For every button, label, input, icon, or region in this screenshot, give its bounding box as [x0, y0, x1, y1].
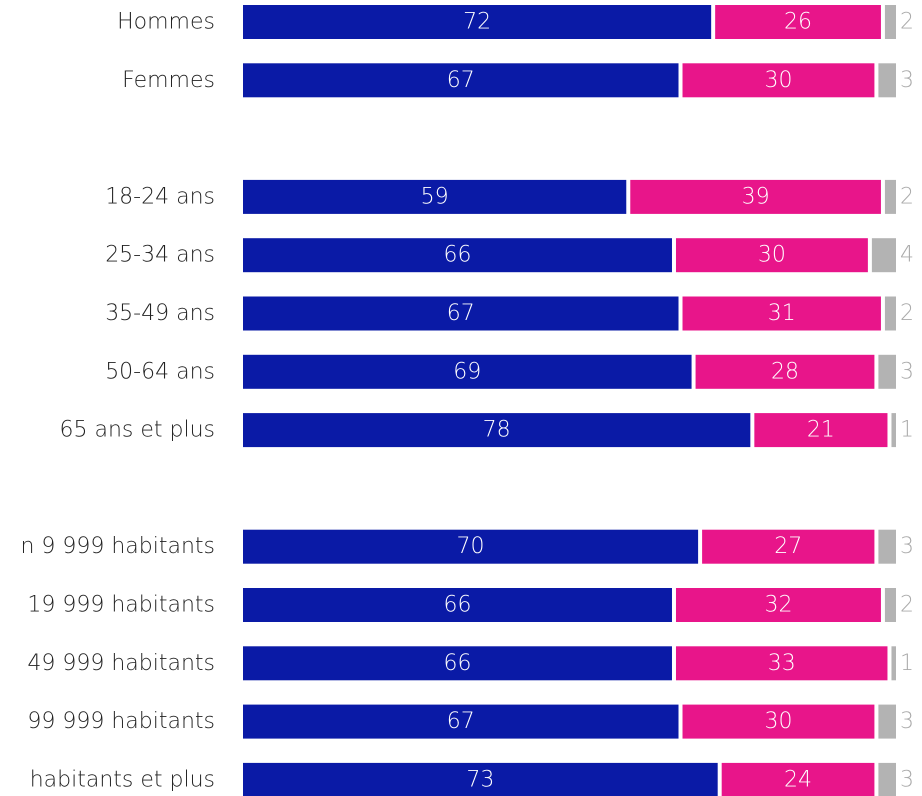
category-label: 49 999 habitants [27, 651, 215, 676]
value-label: 69 [453, 359, 481, 384]
bar-segment [243, 179, 627, 214]
value-label: 78 [483, 418, 511, 443]
value-label: 2 [900, 184, 914, 209]
category-label: 18-24 ans [105, 184, 215, 209]
value-label: 2 [900, 301, 914, 326]
value-label: 26 [784, 10, 812, 35]
value-label: 21 [807, 418, 835, 443]
bar-segment [878, 529, 896, 564]
bar-segment [675, 646, 888, 681]
bar-segment [243, 762, 718, 796]
bar-segment [243, 63, 679, 98]
bar-segment [243, 588, 672, 622]
value-label: 30 [758, 243, 786, 268]
bar-segment [243, 354, 692, 389]
bar-segment [871, 238, 896, 273]
bar-segment [878, 762, 896, 796]
category-label: 65 ans et plus [59, 418, 215, 443]
value-label: 1 [900, 651, 914, 676]
value-label: 2 [900, 593, 914, 618]
value-label: 66 [443, 243, 471, 268]
bar-segment [682, 296, 881, 331]
category-label: 99 999 habitants [27, 709, 215, 734]
value-label: 70 [457, 534, 485, 559]
category-label: habitants et plus [30, 767, 215, 792]
bar-segment [878, 704, 896, 739]
value-label: 3 [900, 359, 914, 384]
bar-segment [675, 588, 881, 622]
bar-segment [884, 588, 896, 622]
bar-segment [884, 296, 896, 331]
bar-segment [702, 529, 875, 564]
value-label: 28 [771, 359, 799, 384]
bar-segment [243, 296, 679, 331]
value-label: 30 [764, 68, 792, 93]
category-label: Hommes [117, 10, 215, 35]
value-label: 27 [774, 534, 802, 559]
bar-segment [884, 5, 896, 39]
category-label: 25-34 ans [105, 243, 215, 268]
value-label: 32 [764, 593, 792, 618]
bar-segment [682, 704, 875, 739]
bar-segment [243, 413, 751, 448]
value-label: 3 [900, 767, 914, 792]
value-label: 3 [900, 709, 914, 734]
bar-segment [891, 646, 896, 681]
bar-segment [675, 238, 868, 273]
bar-segment [243, 5, 712, 39]
bar-segment [243, 238, 672, 273]
value-label: 24 [784, 767, 812, 792]
value-label: 3 [900, 68, 914, 93]
bar-segment [243, 529, 699, 564]
bar-segment [878, 63, 896, 98]
category-label: 50-64 ans [105, 359, 215, 384]
value-label: 72 [463, 10, 491, 35]
bar-segment [630, 179, 881, 214]
value-label: 73 [466, 767, 494, 792]
value-label: 67 [447, 301, 475, 326]
category-label: Femmes [122, 68, 215, 93]
value-label: 2 [900, 10, 914, 35]
value-label: 67 [447, 709, 475, 734]
bar-segment [682, 63, 875, 98]
bar-segment [891, 413, 896, 448]
value-label: 59 [421, 184, 449, 209]
value-label: 3 [900, 534, 914, 559]
category-label: 19 999 habitants [27, 593, 215, 618]
value-label: 33 [768, 651, 796, 676]
bar-segment [754, 413, 888, 448]
category-label: 35-49 ans [105, 301, 215, 326]
value-label: 31 [768, 301, 796, 326]
category-label: n 9 999 habitants [20, 534, 215, 559]
bar-segment [715, 5, 881, 39]
bar-segment [878, 354, 896, 389]
bar-segment [243, 646, 672, 681]
value-label: 4 [900, 243, 914, 268]
bar-segment [243, 704, 679, 739]
bar-segment [884, 179, 896, 214]
value-label: 66 [443, 593, 471, 618]
bar-segment [721, 762, 875, 796]
value-label: 30 [764, 709, 792, 734]
bar-segment [695, 354, 875, 389]
value-label: 1 [900, 418, 914, 443]
value-label: 67 [447, 68, 475, 93]
value-label: 66 [443, 651, 471, 676]
value-label: 39 [742, 184, 770, 209]
